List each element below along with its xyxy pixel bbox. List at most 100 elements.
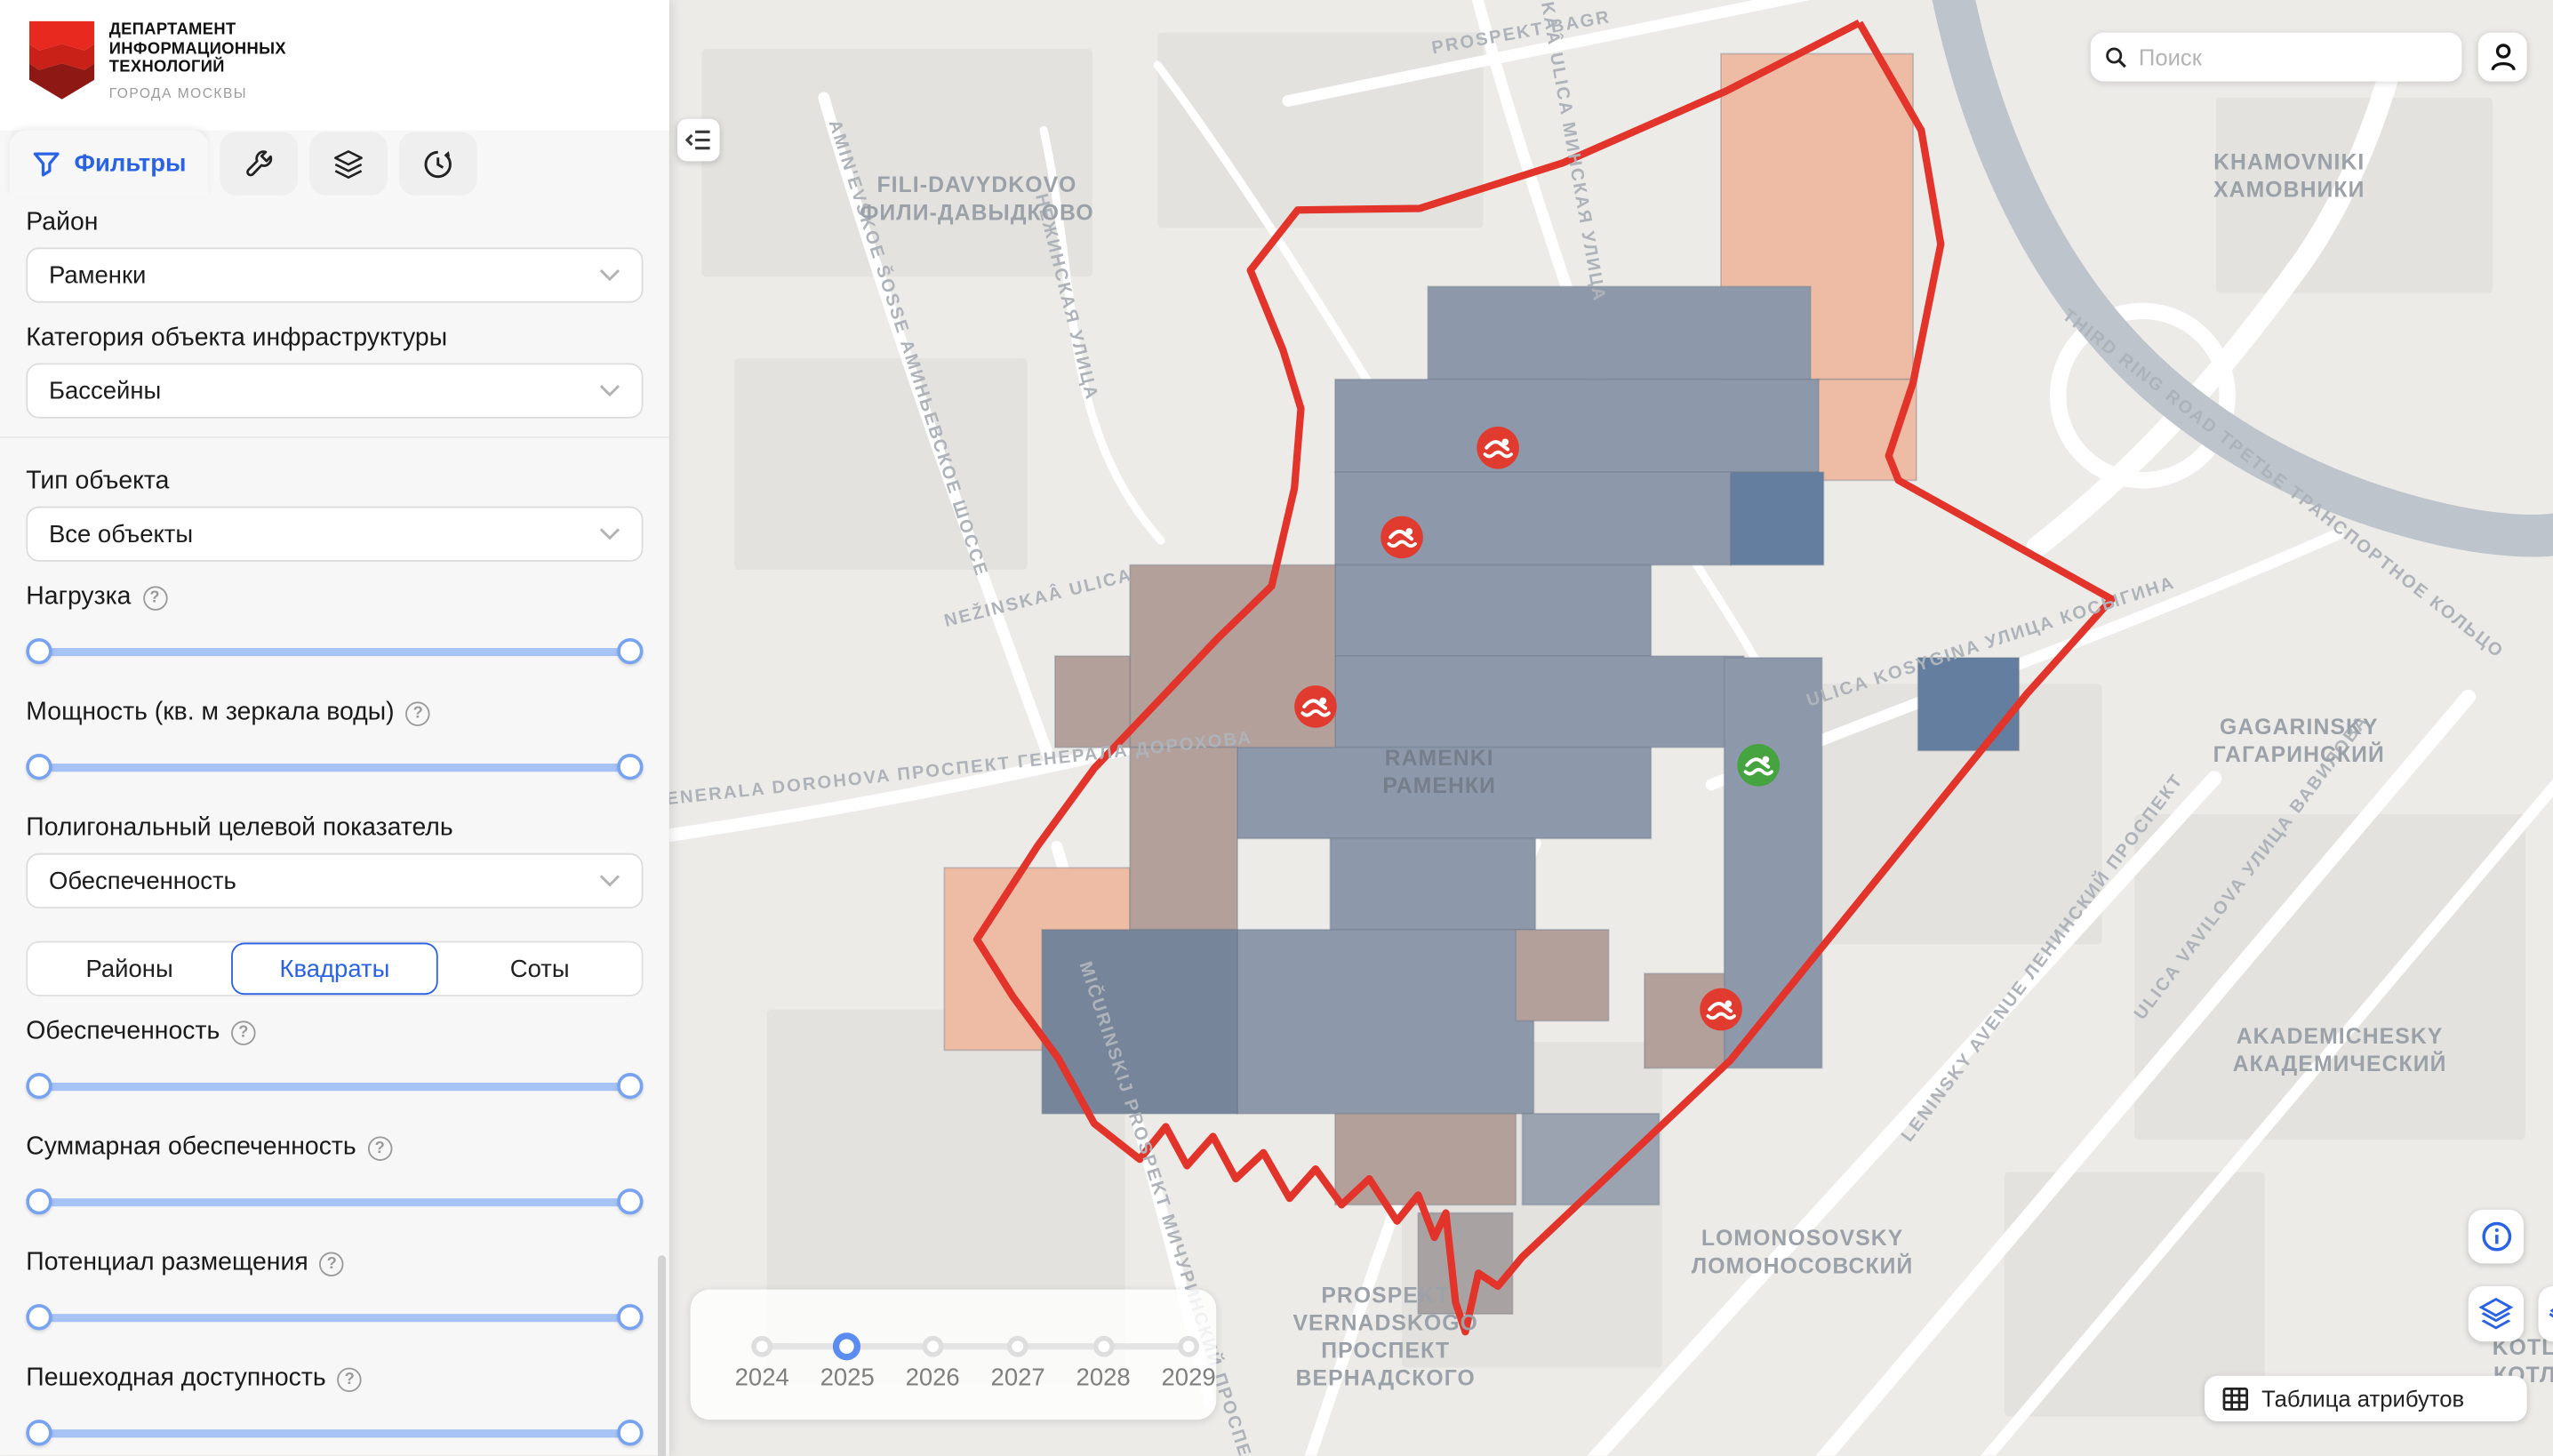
slider-handle-min[interactable] bbox=[26, 1420, 52, 1446]
grid-cell-taupe[interactable] bbox=[1334, 1112, 1517, 1206]
search-input[interactable] bbox=[2138, 44, 2447, 70]
grid-cell-salmon[interactable] bbox=[1816, 378, 1917, 482]
swimmer-icon bbox=[1743, 756, 1774, 776]
pool-marker-red[interactable] bbox=[1477, 426, 1519, 469]
pool-marker-red[interactable] bbox=[1700, 988, 1742, 1031]
timeline-stop-2026[interactable] bbox=[922, 1335, 944, 1357]
user-icon bbox=[2490, 44, 2515, 71]
pool-marker-green[interactable] bbox=[1737, 744, 1780, 787]
category-select[interactable]: Бассейны bbox=[26, 363, 644, 419]
chevron-down-icon bbox=[599, 269, 620, 282]
grid-cell-slate[interactable] bbox=[1334, 564, 1653, 658]
district-label: РАМЕНКИ bbox=[1382, 774, 1496, 798]
year-timeline[interactable]: 2024 2025 2026 2027 2028 2029 bbox=[690, 1289, 1217, 1420]
timeline-year-label: 2026 bbox=[905, 1364, 960, 1393]
slider-handle-max[interactable] bbox=[617, 1304, 644, 1331]
chevron-down-icon bbox=[599, 875, 620, 887]
slider-track bbox=[32, 1429, 637, 1438]
grid-cell-slate[interactable] bbox=[1236, 928, 1535, 1115]
geometry-segment-control: Районы Квадраты Соты bbox=[26, 940, 644, 996]
help-icon[interactable]: ? bbox=[142, 585, 167, 610]
slider-handle-max[interactable] bbox=[617, 1073, 644, 1100]
polygon-metric-label: Полигональный целевой показатель bbox=[26, 813, 453, 842]
district-boundary bbox=[972, 19, 2116, 1336]
tab-tools[interactable] bbox=[220, 132, 299, 196]
tab-history[interactable] bbox=[398, 132, 477, 196]
district-label: VERNADSKOGO bbox=[1293, 1311, 1477, 1335]
segment-squares[interactable]: Квадраты bbox=[231, 942, 438, 996]
slider-handle-max[interactable] bbox=[617, 1188, 644, 1215]
district-label: FILI-DAVYDKOVO bbox=[876, 173, 1076, 197]
swimmer-icon bbox=[1387, 528, 1417, 548]
help-icon[interactable]: ? bbox=[319, 1251, 345, 1276]
slider-handle-min[interactable] bbox=[26, 754, 52, 780]
sidebar-tabs: Фильтры bbox=[9, 130, 477, 197]
filter-funnel-icon bbox=[33, 151, 59, 176]
segment-hexes[interactable]: Соты bbox=[509, 955, 570, 983]
map-block bbox=[734, 357, 1028, 571]
timeline-stop-2024[interactable] bbox=[751, 1335, 773, 1357]
district-select[interactable]: Раменки bbox=[26, 247, 644, 303]
object-type-select[interactable]: Все объекты bbox=[26, 506, 644, 562]
info-button[interactable] bbox=[2468, 1209, 2525, 1264]
logo-line1: ДЕПАРТАМЕНТ bbox=[108, 20, 236, 39]
tab-filters[interactable]: Фильтры bbox=[9, 130, 209, 197]
attribute-table-button[interactable]: Таблица атрибутов bbox=[2205, 1375, 2527, 1422]
timeline-stop-2029[interactable] bbox=[1178, 1335, 1199, 1357]
slider-handle-max[interactable] bbox=[617, 1420, 644, 1446]
district-label: GAGARINSKY bbox=[2220, 716, 2379, 740]
layers-icon bbox=[334, 149, 363, 179]
pool-marker-red[interactable] bbox=[1294, 685, 1337, 728]
polygon-metric-select[interactable]: Обеспеченность bbox=[26, 852, 644, 909]
profile-button[interactable] bbox=[2477, 32, 2527, 82]
dit-logo: ДЕПАРТАМЕНТ ИНФОРМАЦИОННЫХ ТЕХНОЛОГИЙ ГО… bbox=[28, 20, 286, 100]
help-icon[interactable]: ? bbox=[337, 1366, 362, 1392]
load-label: Нагрузка? bbox=[26, 583, 167, 612]
map-canvas[interactable]: PROSPEKT BAGR MINSKAÂ ULICA МИНСКАЯ УЛИЦА… bbox=[668, 0, 2553, 1456]
segment-districts[interactable]: Районы bbox=[85, 955, 173, 983]
sidebar-scrollbar[interactable] bbox=[657, 1255, 667, 1456]
timeline-stop-2027[interactable] bbox=[1007, 1335, 1029, 1357]
buildings-3d-button[interactable] bbox=[2538, 1285, 2553, 1342]
timeline-stop-2028[interactable] bbox=[1092, 1335, 1115, 1357]
tab-layers[interactable] bbox=[309, 132, 388, 196]
grid-cell-taupe[interactable] bbox=[1129, 746, 1238, 931]
search-bar[interactable] bbox=[2090, 32, 2462, 82]
wrench-icon bbox=[246, 149, 273, 176]
slider-handle-max[interactable] bbox=[617, 637, 644, 665]
help-icon[interactable]: ? bbox=[231, 1020, 256, 1044]
grid-cell-slate[interactable] bbox=[1427, 285, 1812, 380]
grid-cell-blue[interactable] bbox=[1730, 471, 1825, 566]
total-provision-label: Суммарная обеспеченность? bbox=[26, 1133, 392, 1163]
chevron-down-icon bbox=[599, 528, 620, 540]
district-label: Район bbox=[26, 208, 99, 236]
slider-handle-max[interactable] bbox=[617, 754, 644, 780]
pool-marker-red[interactable] bbox=[1381, 516, 1423, 559]
grid-cell-slate[interactable] bbox=[1334, 655, 1745, 748]
slider-handle-min[interactable] bbox=[26, 637, 52, 665]
grid-cell-slate[interactable] bbox=[1723, 657, 1823, 1069]
layers-3d-button[interactable] bbox=[2468, 1285, 2525, 1342]
timeline-stop-2025[interactable] bbox=[833, 1332, 861, 1361]
slider-handle-min[interactable] bbox=[26, 1188, 52, 1215]
slider-handle-min[interactable] bbox=[26, 1304, 52, 1331]
buildings-3d-icon bbox=[2549, 1308, 2553, 1318]
road bbox=[1039, 125, 1165, 545]
grid-cell-slate[interactable] bbox=[1334, 378, 1820, 474]
grid-cell-blue[interactable] bbox=[1917, 657, 2021, 752]
collapse-panel-button[interactable] bbox=[676, 118, 720, 162]
district-label: ВЕРНАДСКОГО bbox=[1296, 1367, 1476, 1391]
help-icon[interactable]: ? bbox=[367, 1135, 392, 1161]
grid-cell-taupe[interactable] bbox=[1053, 655, 1132, 748]
river bbox=[1932, 0, 2553, 557]
road bbox=[1815, 689, 2476, 1456]
slider-handle-min[interactable] bbox=[26, 1073, 52, 1100]
slider-track bbox=[32, 1083, 637, 1092]
slider-track bbox=[32, 647, 637, 657]
grid-cell-taupe[interactable] bbox=[1515, 928, 1610, 1022]
help-icon[interactable]: ? bbox=[405, 700, 430, 725]
grid-cell-slate[interactable] bbox=[1329, 837, 1537, 931]
filters-panel: Район Раменки Категория объекта инфрастр… bbox=[0, 197, 669, 1456]
